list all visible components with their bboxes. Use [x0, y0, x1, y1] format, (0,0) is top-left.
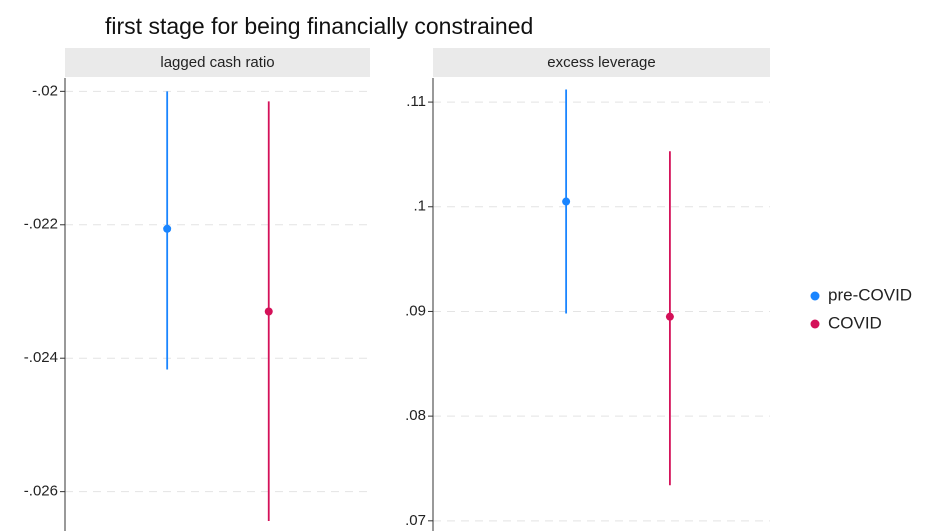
y-tick-label: .08 [405, 407, 426, 424]
panel-title: lagged cash ratio [160, 54, 274, 71]
legend-label: COVID [828, 313, 882, 332]
point-estimate [163, 224, 172, 233]
y-tick-label: -.022 [24, 216, 58, 233]
point-estimate [562, 197, 571, 206]
point-estimate [665, 312, 674, 321]
y-tick-label: .11 [406, 93, 426, 110]
panel-title: excess leverage [547, 54, 655, 71]
y-tick-label: -.02 [32, 82, 58, 99]
y-tick-label: -.024 [24, 349, 58, 366]
y-tick-label: .07 [405, 512, 426, 529]
panel-strip [65, 48, 370, 77]
legend-marker [810, 319, 820, 329]
legend-marker [810, 291, 820, 301]
legend-label: pre-COVID [828, 285, 912, 304]
point-estimate [264, 307, 273, 316]
chart-title: first stage for being financially constr… [105, 13, 533, 39]
y-tick-label: -.026 [24, 483, 58, 500]
panel-strip [433, 48, 770, 77]
y-tick-label: .1 [413, 198, 426, 215]
y-tick-label: .09 [405, 302, 426, 319]
